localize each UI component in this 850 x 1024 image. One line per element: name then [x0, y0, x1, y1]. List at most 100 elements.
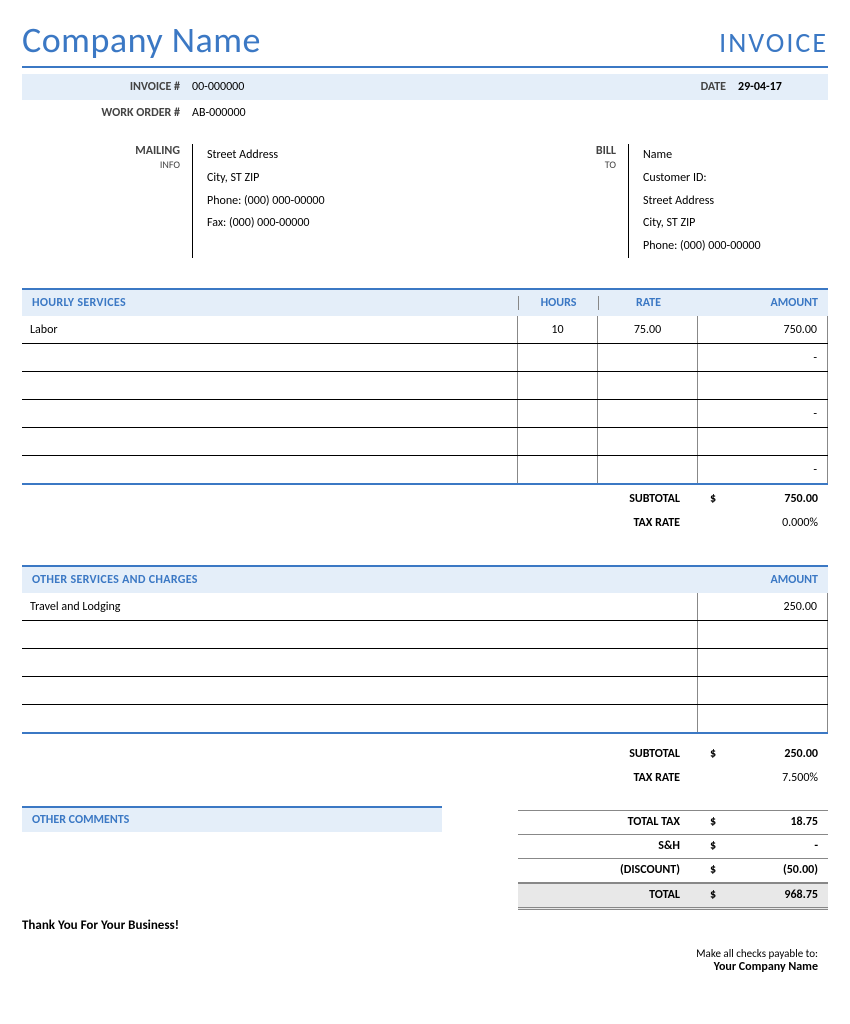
header-row: Company Name INVOICE	[22, 18, 828, 62]
billto-line: Name	[643, 144, 828, 167]
other-table: Travel and Lodging250.00	[22, 593, 828, 734]
cell-amount: 750.00	[698, 316, 828, 344]
mailing-line: Phone: (000) 000-00000	[207, 190, 412, 213]
comments-header: OTHER COMMENTS	[22, 806, 442, 832]
summary-totals: SUBTOTAL $ 250.00 TAX RATE 7.500% TOTAL …	[518, 742, 828, 933]
cell-amount: -	[698, 344, 828, 372]
mailing-label-sub: INFO	[22, 158, 180, 171]
cell-desc	[22, 428, 518, 456]
total-row: TOTAL $ 968.75	[518, 882, 828, 910]
other-taxrate-row: TAX RATE 7.500%	[518, 766, 828, 790]
billto-lines: NameCustomer ID:Street AddressCity, ST Z…	[628, 144, 828, 258]
footer-line1: Make all checks payable to:	[22, 947, 818, 960]
other-col-amount: AMOUNT	[698, 573, 828, 587]
workorder-row: WORK ORDER # AB-000000	[22, 100, 828, 126]
mailing-lines: Street AddressCity, ST ZIPPhone: (000) 0…	[192, 144, 412, 258]
header-rule	[22, 66, 828, 68]
total-cur: $	[698, 888, 728, 902]
table-row: Labor1075.00750.00	[22, 316, 828, 344]
table-row: -	[22, 456, 828, 484]
other-taxrate-value: 7.500%	[728, 771, 828, 785]
table-row	[22, 621, 828, 649]
cell-rate	[598, 372, 698, 400]
table-row: Travel and Lodging250.00	[22, 593, 828, 621]
hourly-table: Labor1075.00750.00---	[22, 316, 828, 485]
hourly-col-amount: AMOUNT	[698, 296, 828, 310]
sh-label: S&H	[518, 839, 698, 853]
cell-desc	[22, 344, 518, 372]
sh-row: S&H $ -	[518, 834, 828, 858]
billto-line: Street Address	[643, 190, 828, 213]
discount-row: (DISCOUNT) $ (50.00)	[518, 858, 828, 882]
cell-amount	[698, 428, 828, 456]
workorder-value: AB-000000	[192, 106, 392, 120]
sh-value: -	[728, 839, 828, 853]
hourly-taxrate-label: TAX RATE	[518, 516, 698, 530]
workorder-label: WORK ORDER #	[22, 106, 192, 120]
cell-amount: -	[698, 400, 828, 428]
hourly-subtotal-row: SUBTOTAL $ 750.00	[518, 487, 828, 511]
address-block: MAILING INFO Street AddressCity, ST ZIPP…	[22, 144, 828, 258]
cell-desc	[22, 456, 518, 484]
table-row	[22, 649, 828, 677]
totaltax-label: TOTAL TAX	[518, 815, 698, 829]
cell-hours	[518, 400, 598, 428]
cell-hours	[518, 456, 598, 484]
cell-desc	[22, 705, 698, 733]
totaltax-row: TOTAL TAX $ 18.75	[518, 810, 828, 834]
billto-label-top: BILL	[596, 144, 616, 158]
cell-rate	[598, 456, 698, 484]
hourly-subtotal-label: SUBTOTAL	[518, 492, 698, 506]
other-subtotal-row: SUBTOTAL $ 250.00	[518, 742, 828, 766]
cell-desc	[22, 372, 518, 400]
cell-amount	[698, 705, 828, 733]
hourly-title: HOURLY SERVICES	[22, 296, 518, 310]
left-col: OTHER COMMENTS Thank You For Your Busine…	[22, 740, 518, 933]
cell-amount	[698, 372, 828, 400]
hourly-totals: SUBTOTAL $ 750.00 TAX RATE 0.000%	[518, 487, 828, 535]
billto-line: Customer ID:	[643, 167, 828, 190]
other-title: OTHER SERVICES AND CHARGES	[22, 573, 698, 587]
table-row: -	[22, 400, 828, 428]
cell-hours	[518, 372, 598, 400]
cell-desc: Travel and Lodging	[22, 593, 698, 621]
cell-desc	[22, 649, 698, 677]
cell-hours: 10	[518, 316, 598, 344]
other-subtotal-cur: $	[698, 747, 728, 761]
billto-label-wrap: BILL TO	[412, 144, 628, 258]
invoice-number-label: INVOICE #	[22, 80, 192, 94]
footer: Make all checks payable to: Your Company…	[22, 947, 828, 974]
sh-cur: $	[698, 839, 728, 853]
cell-desc	[22, 400, 518, 428]
mailing-line: Fax: (000) 000-00000	[207, 212, 412, 235]
invoice-title: INVOICE	[719, 25, 828, 60]
hourly-col-rate: RATE	[598, 296, 698, 310]
billto-label-sub: TO	[596, 158, 616, 171]
mailing-line: Street Address	[207, 144, 412, 167]
other-section: OTHER SERVICES AND CHARGES AMOUNT Travel…	[22, 565, 828, 933]
hourly-section: HOURLY SERVICES HOURS RATE AMOUNT Labor1…	[22, 288, 828, 535]
cell-hours	[518, 428, 598, 456]
cell-amount: -	[698, 456, 828, 484]
cell-rate	[598, 400, 698, 428]
meta-block: INVOICE # 00-000000 DATE 29-04-17 WORK O…	[22, 74, 828, 126]
other-header: OTHER SERVICES AND CHARGES AMOUNT	[22, 565, 828, 593]
cell-desc	[22, 677, 698, 705]
cell-amount	[698, 621, 828, 649]
table-row	[22, 705, 828, 733]
hourly-col-hours: HOURS	[518, 296, 598, 310]
discount-label: (DISCOUNT)	[518, 863, 698, 877]
date-label: DATE	[668, 80, 738, 94]
hourly-subtotal-cur: $	[698, 492, 728, 506]
company-name: Company Name	[22, 18, 261, 62]
lower-block: OTHER COMMENTS Thank You For Your Busine…	[22, 740, 828, 933]
hourly-taxrate-row: TAX RATE 0.000%	[518, 511, 828, 535]
discount-cur: $	[698, 863, 728, 877]
table-row	[22, 677, 828, 705]
total-label: TOTAL	[518, 888, 698, 902]
total-value: 968.75	[728, 888, 828, 902]
other-taxrate-label: TAX RATE	[518, 771, 698, 785]
other-subtotal-label: SUBTOTAL	[518, 747, 698, 761]
discount-value: (50.00)	[728, 863, 828, 877]
billto-line: Phone: (000) 000-00000	[643, 235, 828, 258]
